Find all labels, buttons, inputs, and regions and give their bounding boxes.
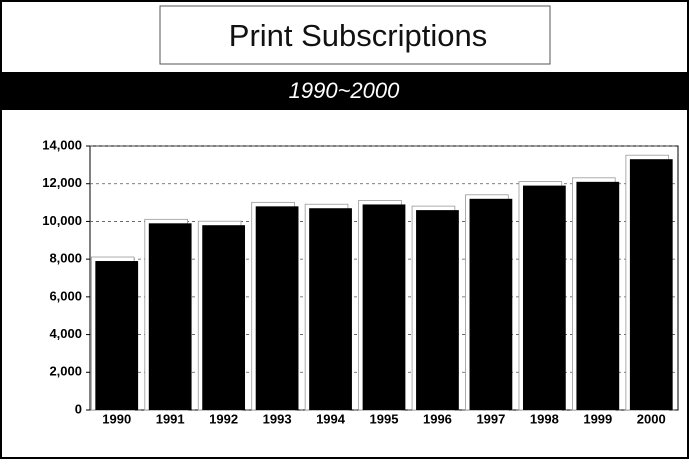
x-tick-label: 1999 [583,411,612,426]
y-tick-label: 4,000 [49,326,82,341]
x-tick-label: 1997 [476,411,505,426]
bar [522,185,566,410]
x-tick-label: 1996 [423,411,452,426]
y-tick-label: 8,000 [49,251,82,266]
bar [148,223,192,410]
x-tick-label: 1991 [156,411,185,426]
y-tick-label: 2,000 [49,364,82,379]
title-box [159,5,551,65]
y-tick-label: 14,000 [42,137,82,152]
bar [416,210,459,410]
x-tick-label: 1992 [209,411,238,426]
y-tick-label: 10,000 [42,213,82,228]
chart-title: Print Subscriptions [229,18,487,53]
bar [255,206,299,410]
bar [362,204,406,410]
chart-subtitle: 1990~2000 [289,78,400,103]
y-tick-label: 6,000 [49,288,82,303]
y-tick-label: 0 [75,401,82,416]
x-tick-label: 1993 [263,411,292,426]
bar [309,208,352,410]
x-tick-label: 1994 [316,411,346,426]
bar [95,261,139,410]
x-tick-label: 1995 [370,411,399,426]
bar [469,198,513,410]
x-tick-label: 1990 [102,411,131,426]
bar [202,225,246,410]
bar [576,181,620,410]
bar [629,159,673,410]
y-tick-label: 12,000 [42,175,82,190]
x-tick-label: 1998 [530,411,559,426]
subtitle-band [2,72,687,110]
x-tick-label: 2000 [637,411,666,426]
